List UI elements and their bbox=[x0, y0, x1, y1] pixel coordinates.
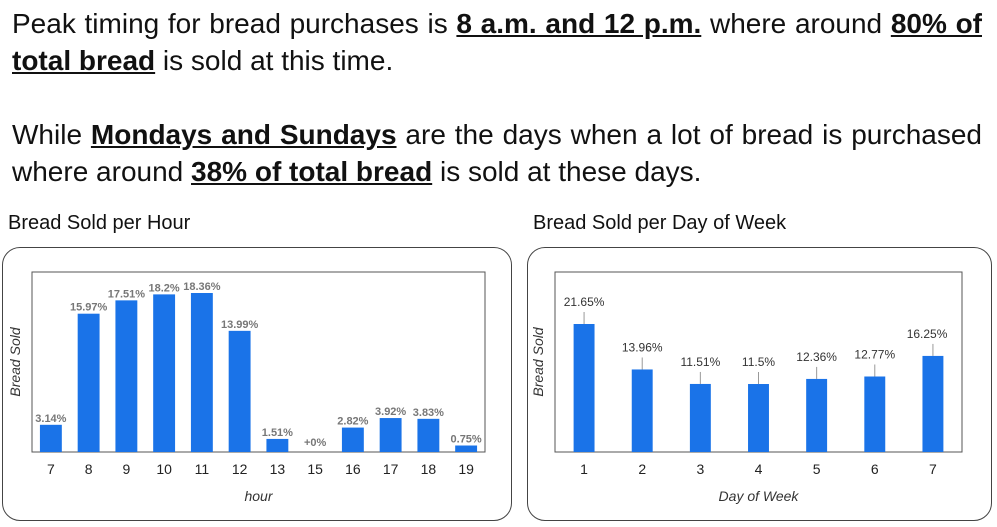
bar bbox=[266, 438, 289, 452]
bar bbox=[115, 300, 138, 452]
x-axis-title: hour bbox=[244, 488, 273, 504]
data-label: 12.77% bbox=[854, 348, 895, 362]
data-label: 15.97% bbox=[70, 302, 108, 314]
x-tick-label: 2 bbox=[638, 461, 646, 477]
bar bbox=[153, 294, 176, 452]
bar bbox=[922, 355, 944, 452]
x-tick-label: 16 bbox=[345, 461, 361, 477]
x-tick-label: 7 bbox=[929, 461, 937, 477]
p2-share: 38% of total bread bbox=[191, 156, 433, 187]
summary-paragraph-hours: Peak timing for bread purchases is 8 a.m… bbox=[12, 5, 982, 79]
data-label: 3.14% bbox=[35, 413, 66, 425]
y-axis-title: Bread Sold bbox=[530, 326, 546, 396]
data-label: 18.2% bbox=[149, 282, 180, 294]
data-label: 12.36% bbox=[796, 350, 837, 364]
x-tick-label: 8 bbox=[85, 461, 93, 477]
data-label: 2.82% bbox=[337, 416, 368, 428]
data-label: 11.5% bbox=[742, 355, 775, 369]
data-label: 18.36% bbox=[183, 281, 221, 293]
data-label: 16.25% bbox=[907, 327, 948, 341]
x-tick-label: 5 bbox=[813, 461, 821, 477]
bar bbox=[341, 427, 364, 452]
p1-text-c: where around bbox=[701, 8, 891, 39]
y-axis-title: Bread Sold bbox=[7, 326, 23, 396]
x-tick-label: 4 bbox=[755, 461, 763, 477]
x-tick-label: 3 bbox=[696, 461, 704, 477]
bar bbox=[379, 418, 402, 452]
x-tick-label: 13 bbox=[270, 461, 286, 477]
bar bbox=[689, 383, 711, 452]
bar bbox=[228, 330, 251, 452]
bar bbox=[864, 376, 886, 452]
plot-frame bbox=[31, 271, 486, 453]
day-bar-chart: 1 21.65% 2 13.96% 3 11.51% 4 11.5% 5 12.36% 6 12.77… bbox=[530, 271, 963, 504]
x-tick-label: 6 bbox=[871, 461, 879, 477]
data-label: 21.65% bbox=[564, 295, 605, 309]
hour-bar-chart: 7 3.14% 8 15.97% 9 17.51% 10 18.2% 11 18.36% 12 13.… bbox=[7, 271, 486, 504]
p1-text-a: Peak timing for bread purchases is bbox=[12, 8, 457, 39]
chart-panel-day: 1 21.65% 2 13.96% 3 11.51% 4 11.5% 5 12.36% 6 12.77… bbox=[527, 247, 992, 521]
p2-text-e: is sold at these days. bbox=[432, 156, 702, 187]
x-tick-label: 10 bbox=[156, 461, 172, 477]
x-tick-label: 7 bbox=[47, 461, 55, 477]
x-tick-label: 12 bbox=[232, 461, 248, 477]
data-label: 0.75% bbox=[451, 434, 482, 446]
bar bbox=[573, 324, 595, 452]
summary-paragraph-days: While Mondays and Sundays are the days w… bbox=[12, 116, 982, 190]
data-label: 3.83% bbox=[413, 407, 444, 419]
x-tick-label: 9 bbox=[122, 461, 130, 477]
p2-peak-days: Mondays and Sundays bbox=[90, 119, 397, 150]
bar bbox=[417, 418, 440, 452]
x-tick-label: 18 bbox=[421, 461, 437, 477]
x-tick-label: 15 bbox=[307, 461, 323, 477]
data-label: 13.96% bbox=[622, 340, 663, 354]
x-axis-title: Day of Week bbox=[719, 488, 800, 504]
p1-text-e: is sold at this time. bbox=[155, 45, 394, 76]
bar bbox=[39, 424, 62, 452]
chart-title-hour: Bread Sold per Hour bbox=[8, 212, 191, 234]
chart-title-day: Bread Sold per Day of Week bbox=[533, 212, 787, 234]
p2-text-a: While bbox=[12, 119, 91, 150]
x-tick-label: 19 bbox=[458, 461, 474, 477]
bar bbox=[77, 313, 100, 452]
data-label: 17.51% bbox=[108, 288, 146, 300]
chart-panel-hour: 7 3.14% 8 15.97% 9 17.51% 10 18.2% 11 18.36% 12 13.… bbox=[2, 247, 512, 521]
p1-share: 80% of total bread bbox=[12, 8, 982, 76]
x-tick-label: 1 bbox=[580, 461, 588, 477]
data-label: 3.92% bbox=[375, 406, 406, 418]
bar bbox=[631, 369, 653, 452]
bar bbox=[748, 384, 769, 452]
x-tick-label: 11 bbox=[195, 461, 210, 477]
bar bbox=[190, 293, 213, 452]
bar bbox=[806, 378, 828, 452]
data-label: 11.51% bbox=[680, 355, 720, 369]
bar bbox=[455, 445, 478, 452]
data-label: 1.51% bbox=[262, 427, 293, 439]
data-label: 13.99% bbox=[221, 319, 259, 331]
p1-peak-hours: 8 a.m. and 12 p.m. bbox=[456, 8, 702, 39]
data-label: +0% bbox=[304, 437, 327, 449]
x-tick-label: 17 bbox=[383, 461, 399, 477]
p2-text-c: are the days when a lot of bread is purc… bbox=[12, 119, 982, 187]
